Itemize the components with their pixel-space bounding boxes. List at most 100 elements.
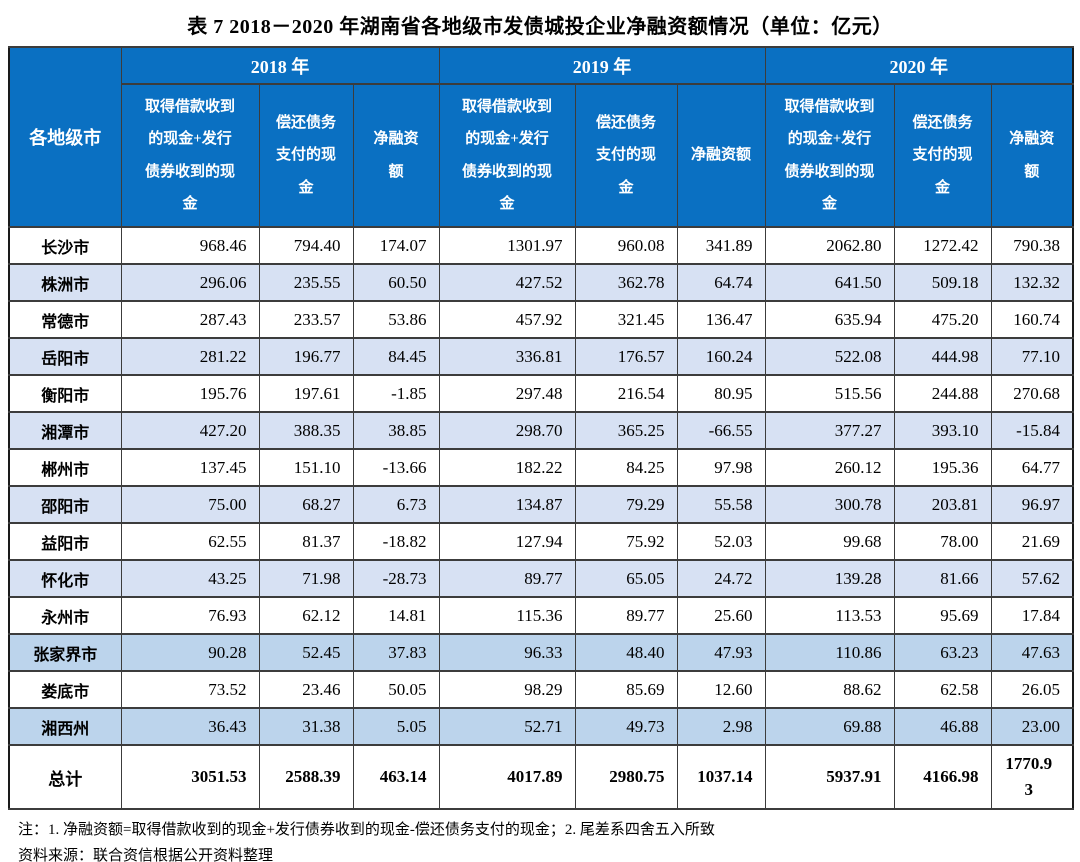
city-cell: 株洲市: [8, 263, 122, 302]
table-row: 娄底市 73.52 23.46 50.05 98.29 85.69 12.60 88.62 62…: [8, 670, 1074, 709]
table-row: 岳阳市 281.22 196.77 84.45 336.81 176.57 160.24 52…: [8, 337, 1074, 376]
table-row: 永州市 76.93 62.12 14.81 115.36 89.77 25.60 113.53…: [8, 596, 1074, 635]
total-label-cell: 总计: [8, 744, 122, 810]
value-cell: 457.92: [438, 300, 576, 339]
value-cell: 62.55: [120, 522, 260, 561]
value-cell: 21.69: [990, 522, 1074, 561]
subheader-2019-net-financing: 净融资额: [676, 83, 766, 228]
value-cell: 197.61: [258, 374, 354, 413]
subheader-2018-cash-repaid: 偿还债务 支付的现 金: [258, 83, 354, 228]
year-header-2020: 2020 年: [764, 46, 1074, 85]
value-cell: 81.66: [893, 559, 992, 598]
value-cell: 23.46: [258, 670, 354, 709]
value-cell: 84.25: [574, 448, 678, 487]
total-value-cell: 1770.9 3: [990, 744, 1074, 810]
value-cell: 377.27: [764, 411, 895, 450]
value-cell: 78.00: [893, 522, 992, 561]
value-cell: 64.77: [990, 448, 1074, 487]
value-cell: 132.32: [990, 263, 1074, 302]
value-cell: 62.58: [893, 670, 992, 709]
value-cell: 79.29: [574, 485, 678, 524]
value-cell: 38.85: [352, 411, 440, 450]
value-cell: 260.12: [764, 448, 895, 487]
value-cell: 48.40: [574, 633, 678, 672]
value-cell: 89.77: [438, 559, 576, 598]
value-cell: 341.89: [676, 226, 766, 265]
table-row: 衡阳市 195.76 197.61 -1.85 297.48 216.54 80.95 515…: [8, 374, 1074, 413]
value-cell: 287.43: [120, 300, 260, 339]
city-cell: 湘西州: [8, 707, 122, 746]
value-cell: 182.22: [438, 448, 576, 487]
corner-header-cell: 各地级市: [8, 46, 122, 228]
city-cell: 长沙市: [8, 226, 122, 265]
total-row: 总计 3051.53 2588.39 463.14 4017.89 2980.75 1037…: [8, 744, 1074, 810]
value-cell: 53.86: [352, 300, 440, 339]
value-cell: 475.20: [893, 300, 992, 339]
value-cell: 14.81: [352, 596, 440, 635]
table-row: 张家界市 90.28 52.45 37.83 96.33 48.40 47.93 110.86…: [8, 633, 1074, 672]
value-cell: 6.73: [352, 485, 440, 524]
page-title: 表 7 2018－2020 年湖南省各地级市发债城投企业净融资额情况（单位：亿元…: [187, 16, 893, 38]
value-cell: 365.25: [574, 411, 678, 450]
value-cell: 1272.42: [893, 226, 992, 265]
value-cell: 216.54: [574, 374, 678, 413]
value-cell: 75.92: [574, 522, 678, 561]
value-cell: 96.33: [438, 633, 576, 672]
subheader-2018-net-financing: 净融资 额: [352, 83, 440, 228]
value-cell: 75.00: [120, 485, 260, 524]
year-header-2019: 2019 年: [438, 46, 766, 85]
value-cell: 244.88: [893, 374, 992, 413]
table-row: 湘潭市 427.20 388.35 38.85 298.70 365.25 -66.55 37…: [8, 411, 1074, 450]
total-value-cell: 2588.39: [258, 744, 354, 810]
city-cell: 怀化市: [8, 559, 122, 598]
value-cell: 115.36: [438, 596, 576, 635]
table-row: 郴州市 137.45 151.10 -13.66 182.22 84.25 97.98 260…: [8, 448, 1074, 487]
value-cell: 127.94: [438, 522, 576, 561]
value-cell: 62.12: [258, 596, 354, 635]
value-cell: 52.71: [438, 707, 576, 746]
table-row: 邵阳市 75.00 68.27 6.73 134.87 79.29 55.58 300.78 2…: [8, 485, 1074, 524]
table-row: 怀化市 43.25 71.98 -28.73 89.77 65.05 24.72 139.28…: [8, 559, 1074, 598]
note-line: 注：1. 净融资额=取得借款收到的现金+发行债券收到的现金-偿还债务支付的现金；…: [18, 822, 715, 838]
value-cell: 641.50: [764, 263, 895, 302]
subheader-2018-cash-received: 取得借款收到 的现金+发行 债券收到的现 金: [120, 83, 260, 228]
value-cell: 113.53: [764, 596, 895, 635]
value-cell: 68.27: [258, 485, 354, 524]
value-cell: 47.63: [990, 633, 1074, 672]
value-cell: 55.58: [676, 485, 766, 524]
value-cell: 85.69: [574, 670, 678, 709]
value-cell: 336.81: [438, 337, 576, 376]
total-value-cell: 2980.75: [574, 744, 678, 810]
value-cell: 794.40: [258, 226, 354, 265]
value-cell: 96.97: [990, 485, 1074, 524]
value-cell: 235.55: [258, 263, 354, 302]
total-value-cell: 3051.53: [120, 744, 260, 810]
total-value-cell: 463.14: [352, 744, 440, 810]
value-cell: 95.69: [893, 596, 992, 635]
value-cell: 84.45: [352, 337, 440, 376]
table-row: 长沙市 968.46 794.40 174.07 1301.97 960.08 341.89…: [8, 226, 1074, 265]
city-cell: 湘潭市: [8, 411, 122, 450]
value-cell: 515.56: [764, 374, 895, 413]
value-cell: 136.47: [676, 300, 766, 339]
value-cell: 195.76: [120, 374, 260, 413]
value-cell: 134.87: [438, 485, 576, 524]
value-cell: 25.60: [676, 596, 766, 635]
value-cell: 427.20: [120, 411, 260, 450]
value-cell: 23.00: [990, 707, 1074, 746]
value-cell: 49.73: [574, 707, 678, 746]
city-cell: 常德市: [8, 300, 122, 339]
year-header-2018: 2018 年: [120, 46, 440, 85]
value-cell: 298.70: [438, 411, 576, 450]
value-cell: 99.68: [764, 522, 895, 561]
subheader-2019-cash-received: 取得借款收到 的现金+发行 债券收到的现 金: [438, 83, 576, 228]
value-cell: 50.05: [352, 670, 440, 709]
value-cell: 139.28: [764, 559, 895, 598]
value-cell: 52.45: [258, 633, 354, 672]
value-cell: 281.22: [120, 337, 260, 376]
source-line: 资料来源：联合资信根据公开资料整理: [18, 848, 274, 862]
value-cell: 196.77: [258, 337, 354, 376]
financing-table: 各地级市 2018 年 2019 年 2020 年 取得借款收到 的现金+发行 …: [8, 46, 1075, 810]
value-cell: 195.36: [893, 448, 992, 487]
